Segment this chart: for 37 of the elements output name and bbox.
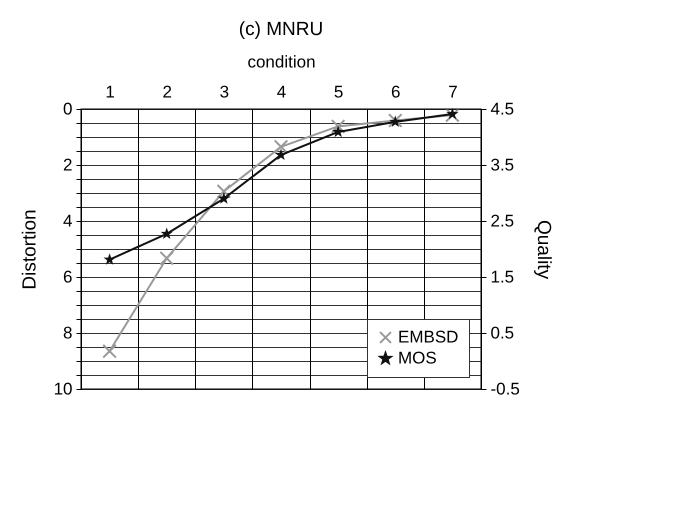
point xyxy=(330,119,346,134)
x-axis-title: condition xyxy=(247,52,316,72)
y2-axis-title: Quality xyxy=(532,220,554,280)
chart-title: (c) MNRU xyxy=(238,19,324,40)
point xyxy=(104,253,116,265)
point xyxy=(274,139,288,154)
x-tick-label: 5 xyxy=(334,82,344,102)
legend-label: MOS xyxy=(398,348,437,368)
point xyxy=(446,108,458,120)
point xyxy=(445,108,460,122)
y-tick-label: 6 xyxy=(63,268,72,286)
y2-tick-label: 3.5 xyxy=(490,156,514,174)
point xyxy=(159,250,174,266)
y2-tick-label: 1.5 xyxy=(490,268,514,286)
y2-tick-label: -0.5 xyxy=(490,380,520,398)
y-tick-label: 8 xyxy=(63,324,72,342)
point xyxy=(216,184,232,199)
point xyxy=(274,148,288,160)
y2-tick-label: 2.5 xyxy=(490,212,514,230)
y-axis-title: Distortion xyxy=(20,209,41,290)
y2-tick-label: 0.5 xyxy=(490,324,514,342)
point xyxy=(218,192,230,204)
point xyxy=(102,344,117,359)
x-tick-label: 4 xyxy=(276,82,286,102)
x-tick-label: 3 xyxy=(220,82,230,102)
y-tick-label: 0 xyxy=(63,100,72,118)
x-tick-label: 1 xyxy=(105,82,115,102)
point xyxy=(160,228,173,239)
y-tick-label: 4 xyxy=(63,212,72,230)
y-tick-label: 2 xyxy=(63,156,72,174)
x-tick-label: 6 xyxy=(391,82,401,102)
y2-tick-label: 4.5 xyxy=(490,100,514,118)
x-tick-label: 2 xyxy=(162,82,172,102)
y-tick-label: 10 xyxy=(54,380,72,398)
x-tick-label: 7 xyxy=(448,82,458,102)
point xyxy=(332,126,344,138)
legend-label: EMBSD xyxy=(398,328,458,346)
